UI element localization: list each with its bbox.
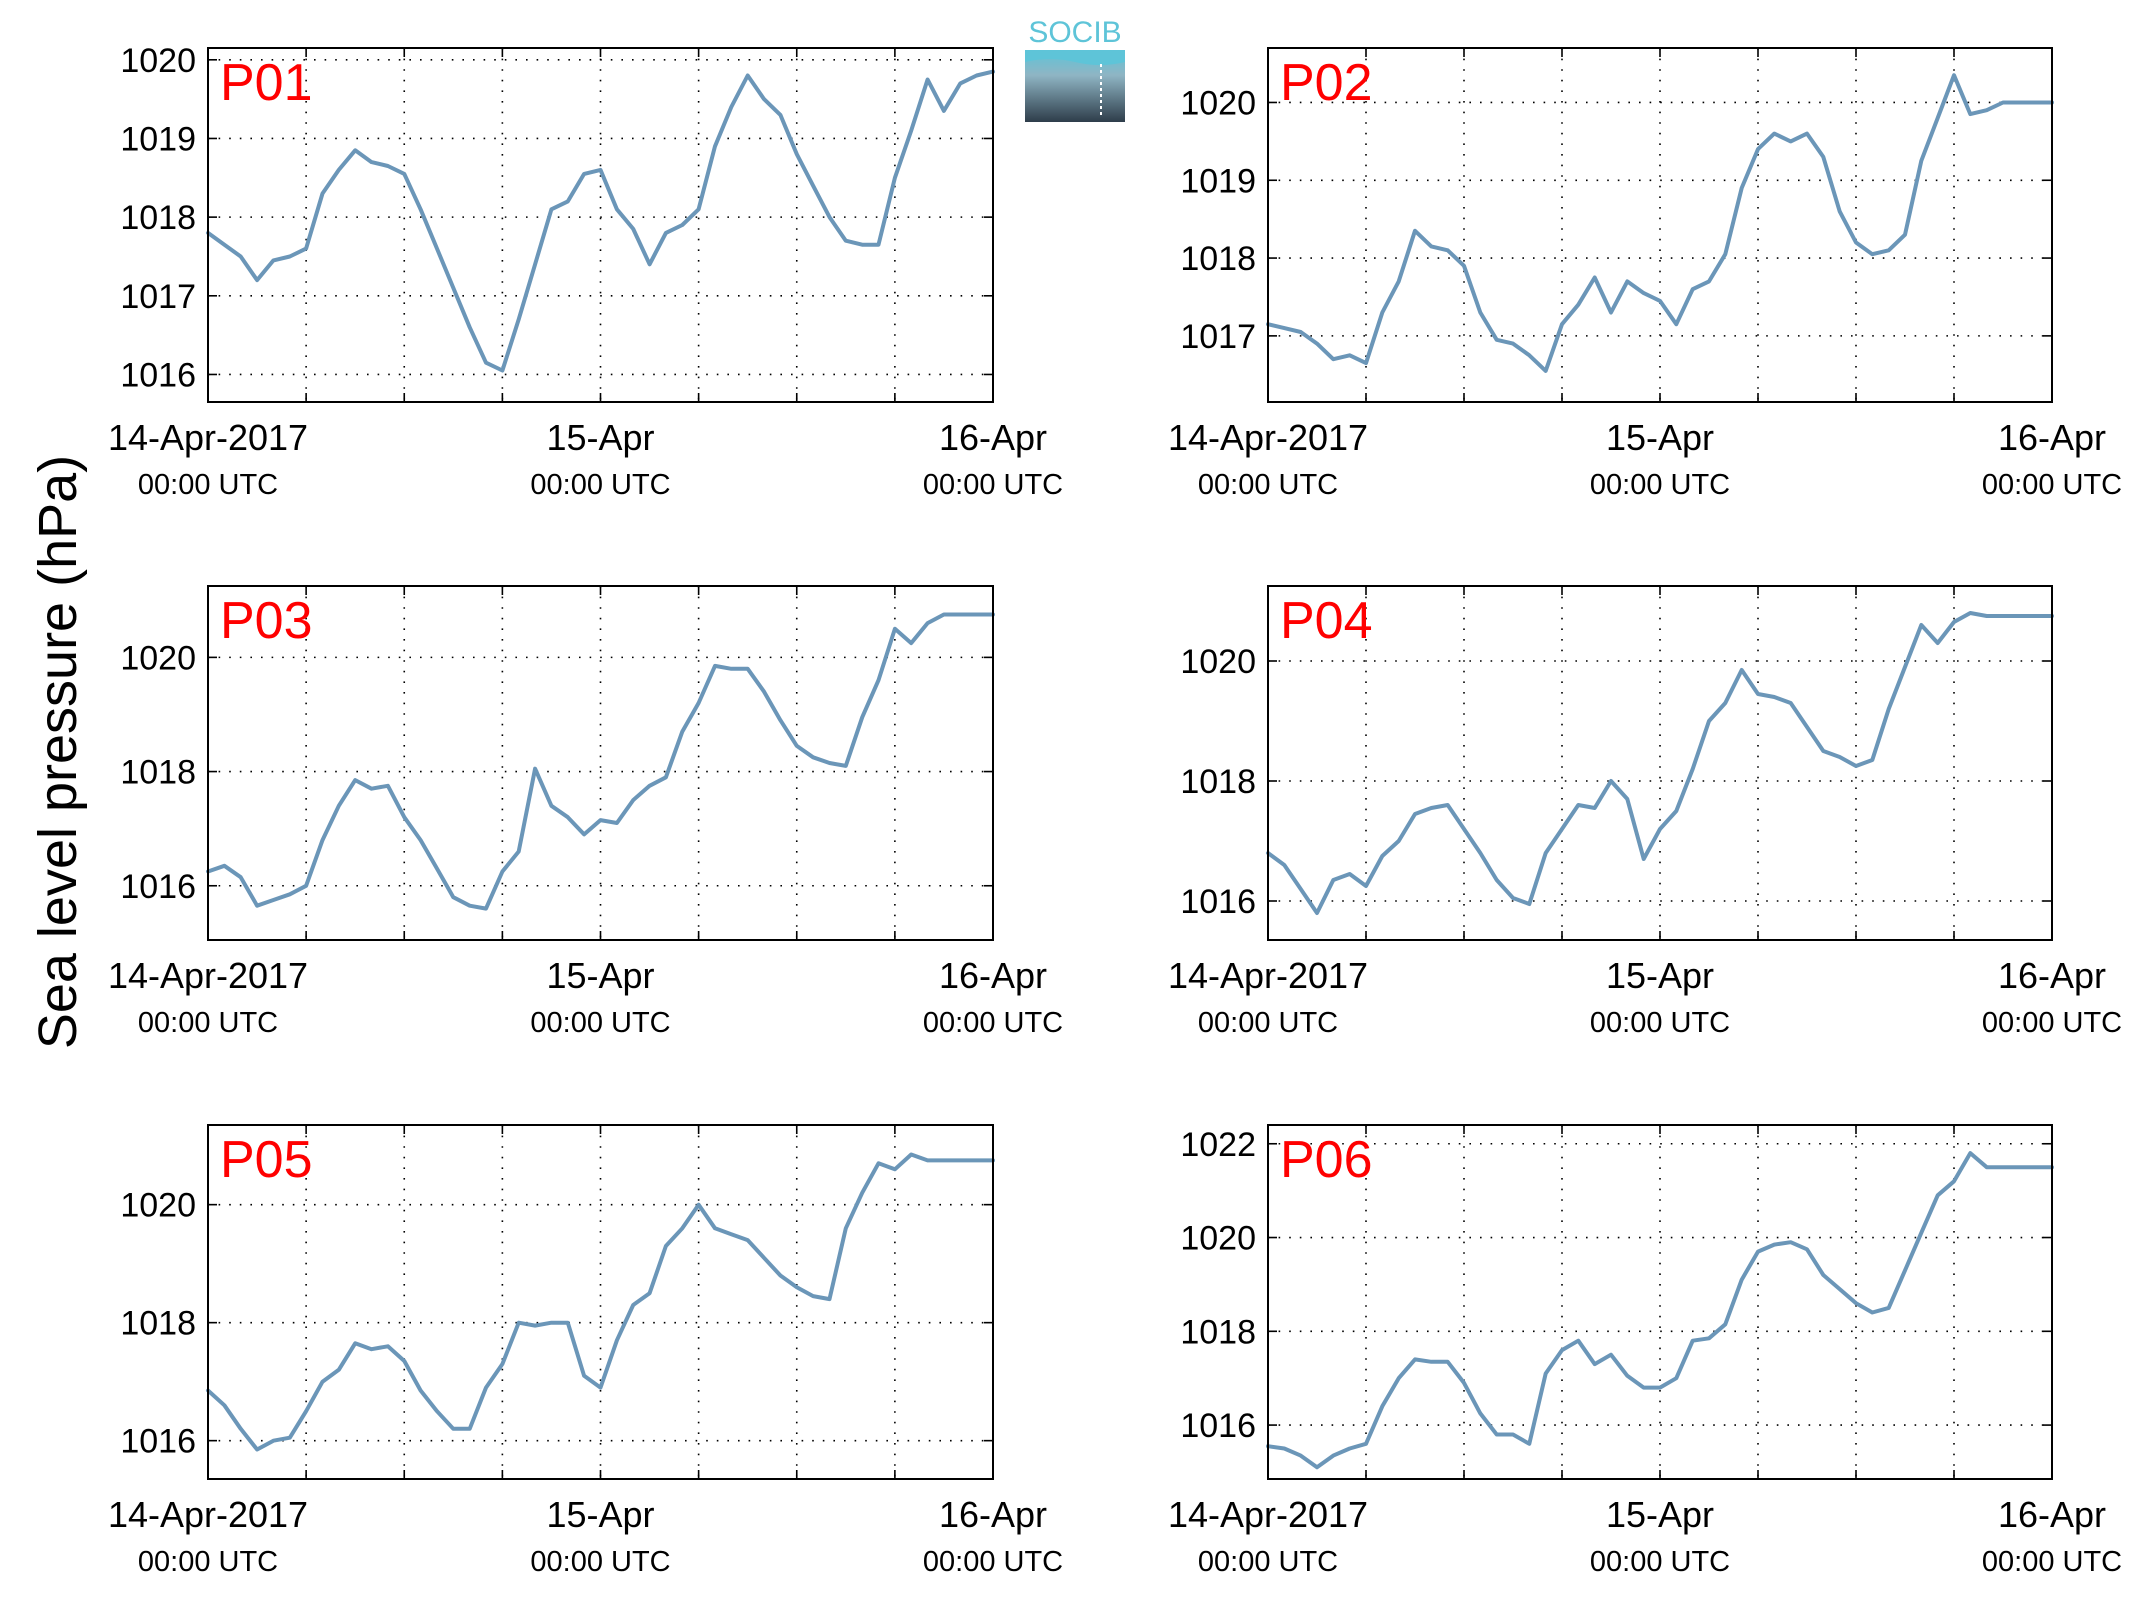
x-tick-label-time: 00:00 UTC bbox=[138, 1007, 278, 1039]
x-tick-label-date: 15-Apr bbox=[1606, 1494, 1714, 1535]
x-tick-label-date: 14-Apr-2017 bbox=[1168, 955, 1368, 996]
x-tick-label-date: 15-Apr bbox=[1606, 417, 1714, 458]
y-tick-label: 1016 bbox=[120, 868, 196, 906]
y-tick-label: 1016 bbox=[1180, 883, 1256, 921]
chart-panel-p04: 1016 1018 1020 P04 14-Apr-2017 00:00 UTC 15-Ap… bbox=[1168, 585, 2122, 1039]
y-tick-label: 1018 bbox=[120, 1305, 196, 1343]
series-line bbox=[1266, 611, 2054, 915]
y-tick-label: 1018 bbox=[120, 754, 196, 792]
axes-frame bbox=[1267, 1124, 2053, 1480]
x-tick-label-time: 00:00 UTC bbox=[1198, 1546, 1338, 1578]
logo-text: SOCIB bbox=[1028, 16, 1121, 49]
y-tick-label: 1018 bbox=[120, 199, 196, 237]
axes-frame bbox=[207, 47, 994, 403]
x-tick-label-date: 14-Apr-2017 bbox=[108, 417, 308, 458]
y-tick-label: 1018 bbox=[1180, 763, 1256, 801]
x-tick-label-time: 00:00 UTC bbox=[138, 1546, 278, 1578]
y-tick-label: 1017 bbox=[120, 278, 196, 316]
series-line bbox=[1266, 1151, 2054, 1470]
x-tick-label-time: 00:00 UTC bbox=[530, 469, 670, 501]
x-tick-label-date: 14-Apr-2017 bbox=[108, 955, 308, 996]
x-tick-label-date: 16-Apr bbox=[1998, 955, 2106, 996]
x-tick-label-date: 15-Apr bbox=[546, 955, 654, 996]
x-tick-label-date: 14-Apr-2017 bbox=[1168, 1494, 1368, 1535]
x-tick-label-time: 00:00 UTC bbox=[1590, 1546, 1730, 1578]
y-tick-label: 1020 bbox=[120, 639, 196, 677]
panel-label: P05 bbox=[220, 1131, 313, 1189]
panel-label: P02 bbox=[1280, 54, 1373, 112]
x-tick-label-date: 16-Apr bbox=[939, 955, 1047, 996]
panel-label: P06 bbox=[1280, 1131, 1373, 1189]
series-line bbox=[206, 69, 995, 373]
y-tick-label: 1018 bbox=[1180, 1313, 1256, 1351]
axes-frame bbox=[207, 585, 994, 941]
x-tick-label-time: 00:00 UTC bbox=[923, 1007, 1063, 1039]
x-tick-label-time: 00:00 UTC bbox=[530, 1007, 670, 1039]
y-tick-label: 1020 bbox=[120, 42, 196, 80]
chart-panel-p02: 1017 1018 1019 1020 P02 14-Apr-2017 00:00 UTC 1… bbox=[1168, 47, 2122, 501]
x-tick-label-date: 16-Apr bbox=[939, 1494, 1047, 1535]
x-tick-label-date: 16-Apr bbox=[1998, 1494, 2106, 1535]
panel-label: P01 bbox=[220, 54, 313, 112]
x-tick-label-time: 00:00 UTC bbox=[1198, 1007, 1338, 1039]
y-tick-label: 1022 bbox=[1180, 1126, 1256, 1164]
y-tick-label: 1020 bbox=[1180, 1220, 1256, 1258]
x-tick-label-date: 16-Apr bbox=[1998, 417, 2106, 458]
y-tick-label: 1017 bbox=[1180, 318, 1256, 356]
x-tick-label-date: 15-Apr bbox=[546, 417, 654, 458]
x-tick-label-time: 00:00 UTC bbox=[923, 1546, 1063, 1578]
series-line bbox=[206, 612, 995, 911]
axes-frame bbox=[1267, 585, 2053, 941]
chart-panel-p01: 1016 1017 1018 1019 1020 P01 14-Apr-2017 00:00 … bbox=[108, 42, 1063, 501]
series-line bbox=[206, 1152, 995, 1452]
x-tick-label-date: 15-Apr bbox=[546, 1494, 654, 1535]
chart-panel-p06: 1016 1018 1020 1022 P06 14-Apr-2017 00:00 UTC 1… bbox=[1168, 1124, 2122, 1578]
y-tick-label: 1020 bbox=[1180, 84, 1256, 122]
y-tick-label: 1018 bbox=[1180, 240, 1256, 278]
y-tick-label: 1019 bbox=[120, 120, 196, 158]
chart-panel-p05: 1016 1018 1020 P05 14-Apr-2017 00:00 UTC 15-Ap… bbox=[108, 1124, 1063, 1578]
chart-panel-p03: 1016 1018 1020 P03 14-Apr-2017 00:00 UTC 15-Ap… bbox=[108, 585, 1063, 1039]
x-tick-label-time: 00:00 UTC bbox=[1590, 1007, 1730, 1039]
x-tick-label-time: 00:00 UTC bbox=[530, 1546, 670, 1578]
x-tick-label-time: 00:00 UTC bbox=[1982, 1546, 2122, 1578]
x-tick-label-date: 16-Apr bbox=[939, 417, 1047, 458]
x-tick-label-time: 00:00 UTC bbox=[1198, 469, 1338, 501]
panel-label: P03 bbox=[220, 592, 313, 650]
socib-logo: SOCIB bbox=[1025, 16, 1125, 122]
y-tick-label: 1016 bbox=[120, 1423, 196, 1461]
y-tick-label: 1016 bbox=[1180, 1407, 1256, 1445]
y-tick-label: 1016 bbox=[120, 356, 196, 394]
axes-frame bbox=[207, 1124, 994, 1480]
y-tick-label: 1020 bbox=[1180, 643, 1256, 681]
y-tick-label: 1019 bbox=[1180, 162, 1256, 200]
panel-label: P04 bbox=[1280, 592, 1373, 650]
x-tick-label-time: 00:00 UTC bbox=[1982, 1007, 2122, 1039]
axes-frame bbox=[1267, 47, 2053, 403]
x-tick-label-date: 14-Apr-2017 bbox=[108, 1494, 308, 1535]
y-tick-label: 1020 bbox=[120, 1187, 196, 1225]
x-tick-label-date: 14-Apr-2017 bbox=[1168, 417, 1368, 458]
x-tick-label-time: 00:00 UTC bbox=[1590, 469, 1730, 501]
x-tick-label-time: 00:00 UTC bbox=[923, 469, 1063, 501]
x-tick-label-time: 00:00 UTC bbox=[138, 469, 278, 501]
x-tick-label-date: 15-Apr bbox=[1606, 955, 1714, 996]
x-tick-label-time: 00:00 UTC bbox=[1982, 469, 2122, 501]
series-line bbox=[1266, 73, 2054, 373]
